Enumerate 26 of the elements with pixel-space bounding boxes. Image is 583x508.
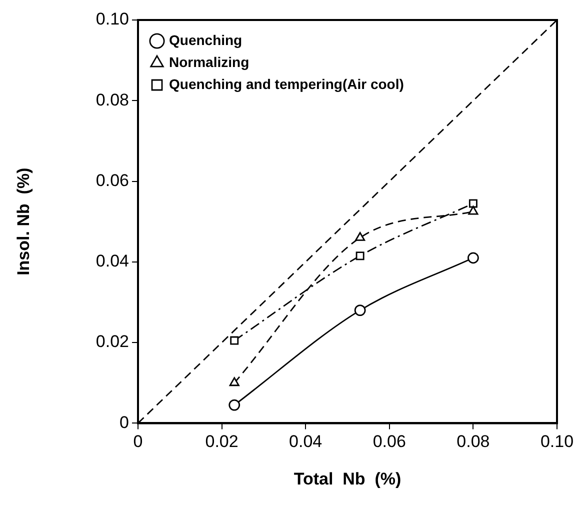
point bbox=[468, 206, 478, 215]
x-axis-title: Total Nb (%) bbox=[294, 469, 402, 488]
y-tick-label: 0.02 bbox=[96, 332, 129, 352]
y-tick-label: 0.10 bbox=[96, 10, 129, 29]
x-tick-label: 0.04 bbox=[289, 432, 322, 452]
point bbox=[228, 399, 240, 411]
point bbox=[468, 199, 478, 208]
y-tick-label: 0.04 bbox=[96, 252, 129, 271]
x-tick-label: 0.06 bbox=[372, 432, 406, 452]
legend-label: Normalizing bbox=[169, 54, 250, 70]
x-tick-label: 0.10 bbox=[540, 432, 574, 452]
x-tick-label: 0 bbox=[133, 432, 143, 452]
point bbox=[354, 304, 366, 316]
legend-label: Quenching and tempering(Air cool) bbox=[169, 76, 404, 92]
y-axis-title: Insol. Nb (%) bbox=[14, 168, 33, 276]
point bbox=[230, 336, 239, 345]
point bbox=[468, 252, 479, 264]
x-tick-label: 0.02 bbox=[205, 432, 238, 452]
x-tick-label: 0.08 bbox=[456, 432, 490, 452]
point bbox=[355, 232, 366, 241]
legend-label: Quenching bbox=[169, 32, 242, 48]
y-tick-label: 0 bbox=[120, 412, 129, 432]
y-tick-label: 0.06 bbox=[96, 170, 129, 190]
point bbox=[229, 377, 240, 386]
y-tick-label: 0.08 bbox=[96, 90, 129, 110]
point bbox=[356, 252, 364, 260]
